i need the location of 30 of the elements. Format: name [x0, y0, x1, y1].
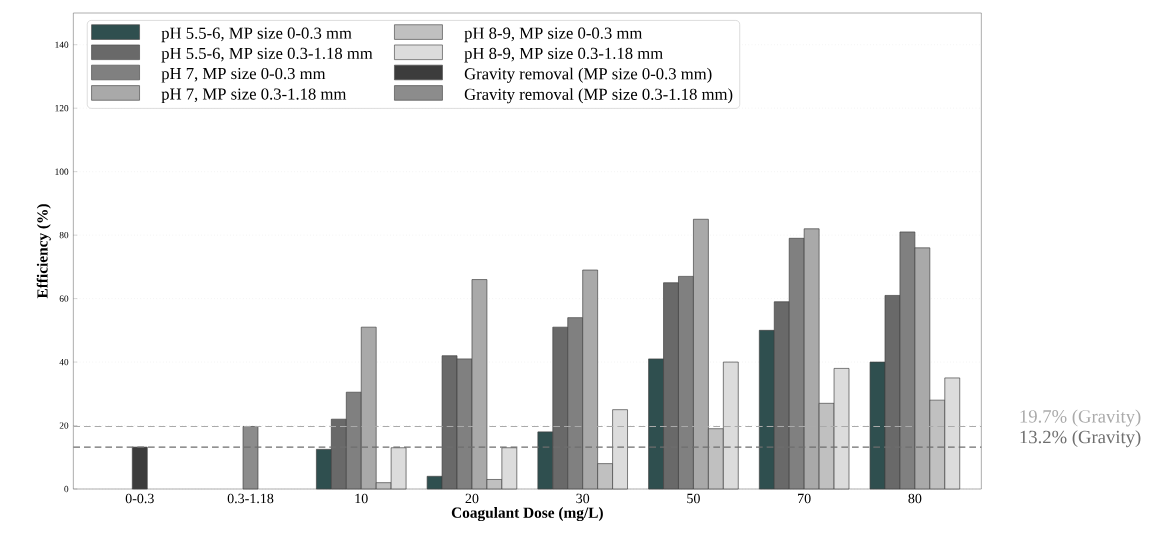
legend-label: pH 8-9, MP size 0.3-1.18 mm	[464, 47, 663, 63]
y-tick-label: 60	[59, 295, 69, 302]
legend-label: pH 5.5-6, MP size 0-0.3 mm	[161, 27, 352, 43]
ref-line-label: 13.2% (Gravity)	[1020, 430, 1141, 448]
x-tick-label: 50	[687, 493, 700, 504]
legend-label: pH 7, MP size 0.3-1.18 mm	[161, 88, 347, 104]
legend-label: pH 8-9, MP size 0-0.3 mm	[464, 27, 643, 43]
y-tick-label: 120	[55, 105, 69, 112]
x-axis-title: Coagulant Dose (mg/L)	[451, 507, 603, 522]
y-tick-label: 100	[55, 168, 69, 175]
y-tick-label: 140	[55, 41, 69, 48]
x-tick-label: 70	[798, 493, 811, 504]
bar	[131, 446, 148, 490]
bar	[242, 426, 259, 490]
legend-label: Gravity removal (MP size 0.3-1.18 mm)	[464, 88, 733, 104]
y-tick-label: 40	[59, 358, 69, 366]
legend-label: Gravity removal (MP size 0-0.3 mm)	[464, 67, 712, 83]
x-tick-label: 20	[465, 493, 479, 504]
ref-line-label: 19.7% (Gravity)	[1020, 409, 1141, 427]
y-axis-title: Efficiency (%)	[36, 204, 51, 299]
legend-label: pH 7, MP size 0-0.3 mm	[161, 67, 326, 83]
y-tick-label: 80	[59, 231, 69, 239]
legend-label: pH 5.5-6, MP size 0.3-1.18 mm	[161, 47, 373, 63]
x-tick-label: 0.3-1.18	[227, 493, 274, 504]
x-tick-label: 10	[355, 493, 368, 504]
x-tick-label: 30	[576, 493, 590, 504]
y-tick-label: 0	[64, 485, 69, 493]
x-tick-label: 0-0.3	[125, 493, 154, 504]
y-tick-label: 20	[59, 422, 69, 429]
x-tick-label: 80	[908, 493, 922, 504]
